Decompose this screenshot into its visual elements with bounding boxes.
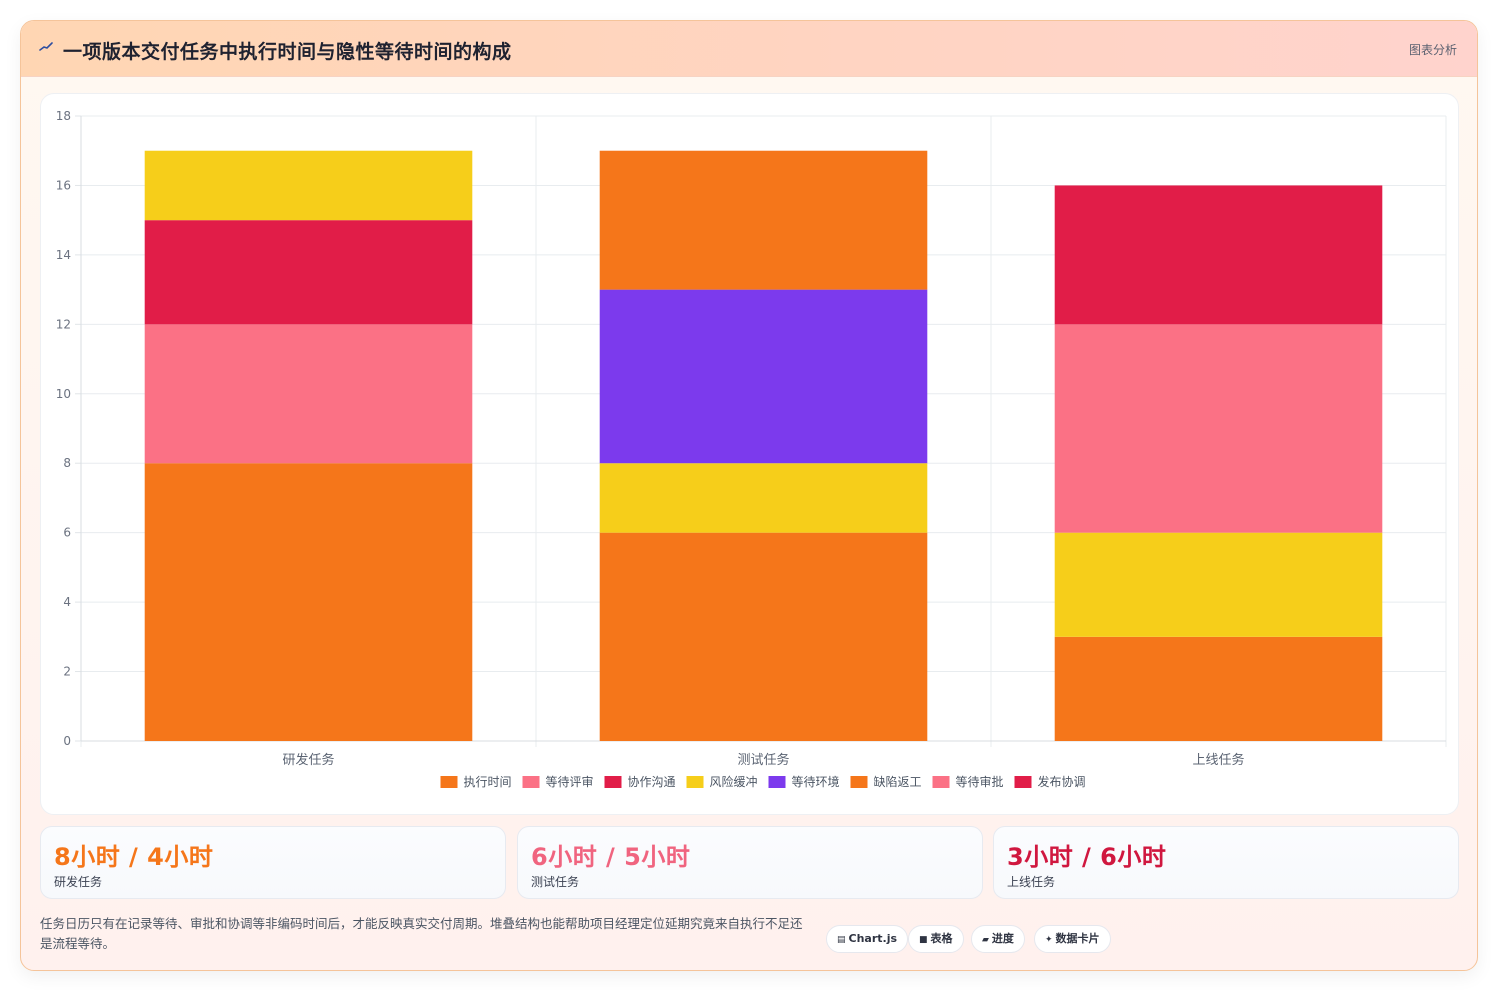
bar-segment <box>599 463 928 533</box>
bar-segment <box>599 532 928 741</box>
stat-label: 上线任务 <box>1007 875 1056 889</box>
y-tick-label: 14 <box>56 248 71 262</box>
legend-label: 风险缓冲 <box>710 774 758 789</box>
stat-card-dev: 8小时 / 4小时 研发任务 <box>40 826 506 899</box>
legend-swatch <box>440 776 458 788</box>
stat-label: 研发任务 <box>54 875 103 889</box>
card-header: 一项版本交付任务中执行时间与隐性等待时间的构成 图表分析 <box>21 21 1477 77</box>
chip-data-card[interactable]: ✦ 数据卡片 <box>1034 925 1111 953</box>
stat-card-test: 6小时 / 5小时 测试任务 <box>517 826 983 899</box>
legend-swatch <box>522 776 540 788</box>
legend-swatch <box>932 776 950 788</box>
progress-icon: ▰ <box>982 935 989 945</box>
legend-label: 等待审批 <box>956 774 1004 789</box>
bar-segment <box>144 463 473 741</box>
page-title: 一项版本交付任务中执行时间与隐性等待时间的构成 <box>63 41 512 63</box>
chart-panel: 0 2 4 6 8 10 12 14 16 18 研发任务 测试任务 上线任务执行时间 等待评审 协作沟通 风… <box>40 93 1459 815</box>
y-tick-label: 12 <box>56 317 71 331</box>
bar-segment <box>144 324 473 464</box>
bar-segment <box>599 150 928 290</box>
legend-label: 等待环境 <box>792 774 840 789</box>
y-tick-label: 10 <box>56 387 71 401</box>
legend-swatch <box>604 776 622 788</box>
legend-swatch <box>768 776 786 788</box>
chip-chartjs[interactable]: ▤ Chart.js <box>826 925 909 953</box>
card-icon: ✦ <box>1045 935 1053 945</box>
bar-segment <box>144 150 473 221</box>
chip-label: 进度 <box>991 932 1014 945</box>
y-tick-label: 6 <box>63 526 71 540</box>
y-tick-label: 4 <box>63 595 71 609</box>
legend-label: 发布协调 <box>1038 774 1086 789</box>
trend-icon <box>39 42 53 51</box>
stat-value: 6小时 / 5小时 <box>531 843 691 871</box>
chip-label: 数据卡片 <box>1055 932 1100 945</box>
bar-segment <box>1054 185 1383 325</box>
stat-label: 测试任务 <box>531 875 580 889</box>
chart-icon: ▤ <box>837 935 846 945</box>
stat-card-release: 3小时 / 6小时 上线任务 <box>993 826 1459 899</box>
legend-swatch <box>686 776 704 788</box>
chip-table[interactable]: ■ 表格 <box>908 925 964 953</box>
y-tick-label: 8 <box>63 456 71 470</box>
legend-swatch <box>1014 776 1032 788</box>
x-tick-label: 研发任务 <box>282 752 334 768</box>
chip-label: 表格 <box>930 932 953 945</box>
legend-label: 缺陷返工 <box>874 774 922 789</box>
legend-label: 等待评审 <box>546 774 594 789</box>
stat-value: 8小时 / 4小时 <box>54 843 214 871</box>
y-tick-label: 18 <box>56 109 71 123</box>
bar-segment <box>1054 532 1383 637</box>
footnote: 任务日历只有在记录等待、审批和协调等非编码时间后，才能反映真实交付周期。堆叠结构… <box>40 916 803 951</box>
bar-segment <box>144 220 473 325</box>
x-tick-label: 上线任务 <box>1192 752 1244 768</box>
legend-label: 协作沟通 <box>628 774 676 789</box>
chart-card: 一项版本交付任务中执行时间与隐性等待时间的构成 图表分析 0 2 4 6 8 10 12 14… <box>20 20 1478 971</box>
bar-segment <box>1054 324 1383 533</box>
y-tick-label: 2 <box>63 665 71 679</box>
y-tick-label: 16 <box>56 178 71 192</box>
chart-analysis-label: 图表分析 <box>1408 43 1457 57</box>
legend-swatch <box>850 776 868 788</box>
bar-segment <box>1054 636 1383 741</box>
x-tick-label: 测试任务 <box>737 752 789 768</box>
legend-label: 执行时间 <box>464 775 512 789</box>
y-tick-label: 0 <box>63 734 71 748</box>
chip-progress[interactable]: ▰ 进度 <box>971 925 1025 953</box>
table-icon: ■ <box>919 935 928 945</box>
bar-segment <box>599 289 928 464</box>
chip-label: Chart.js <box>848 932 898 945</box>
stat-value: 3小时 / 6小时 <box>1007 843 1167 871</box>
